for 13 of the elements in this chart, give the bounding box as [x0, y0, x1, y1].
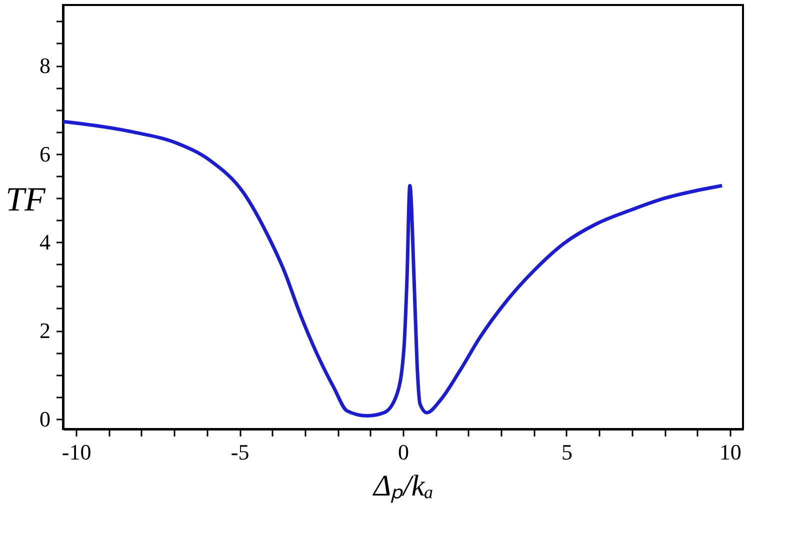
- line-series: [61, 120, 724, 418]
- y-tick-label: 6: [40, 141, 50, 166]
- x-tick-label: 0: [398, 440, 409, 464]
- y-tick-label: 4: [40, 230, 50, 255]
- x-tick-label: 10: [719, 440, 742, 464]
- x-tick-label: 5: [561, 440, 572, 464]
- x-tick-label: -5: [230, 440, 250, 464]
- y-tick-label: 2: [40, 318, 50, 344]
- y-tick-label: 8: [40, 53, 50, 78]
- y-tick-label: 0: [40, 406, 50, 432]
- y-axis-title: TF: [6, 182, 47, 218]
- x-axis-title: Δₚ/kₐ: [372, 470, 434, 504]
- x-tick-label: -10: [62, 440, 92, 464]
